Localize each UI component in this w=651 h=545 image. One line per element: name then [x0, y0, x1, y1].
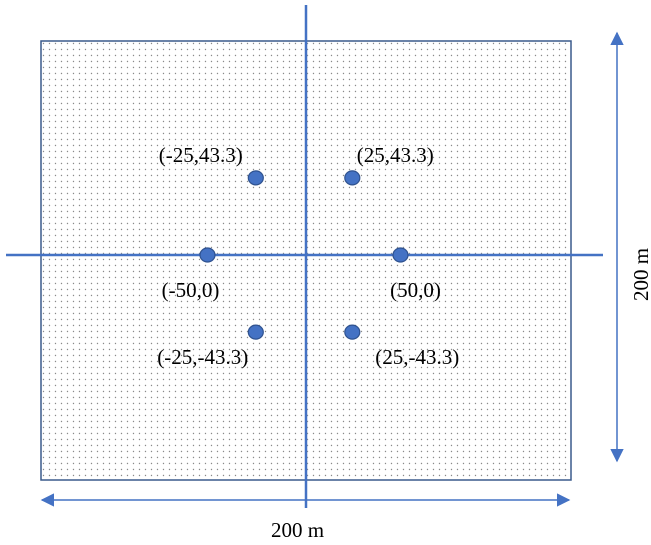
coordinate-label: (25,43.3)	[357, 143, 434, 167]
height-dimension-label: 200 m	[629, 248, 651, 301]
coordinate-label: (-50,0)	[162, 278, 220, 302]
coordinate-label: (50,0)	[390, 278, 441, 302]
coordinate-label: (-25,-43.3)	[157, 345, 248, 369]
points-layer: (-25,43.3) (25,43.3) (-50,0) (50,0) (-25,-43…	[157, 143, 459, 369]
coordinate-point	[247, 170, 264, 186]
coordinate-label: (25,-43.3)	[375, 345, 459, 369]
coordinate-point	[199, 247, 216, 263]
coordinate-label: (-25,43.3)	[159, 143, 243, 167]
coordinate-point	[247, 324, 264, 340]
coordinate-point	[392, 247, 409, 263]
coordinate-point	[344, 170, 361, 186]
coordinate-point	[344, 324, 361, 340]
width-dimension-label: 200 m	[271, 518, 324, 542]
